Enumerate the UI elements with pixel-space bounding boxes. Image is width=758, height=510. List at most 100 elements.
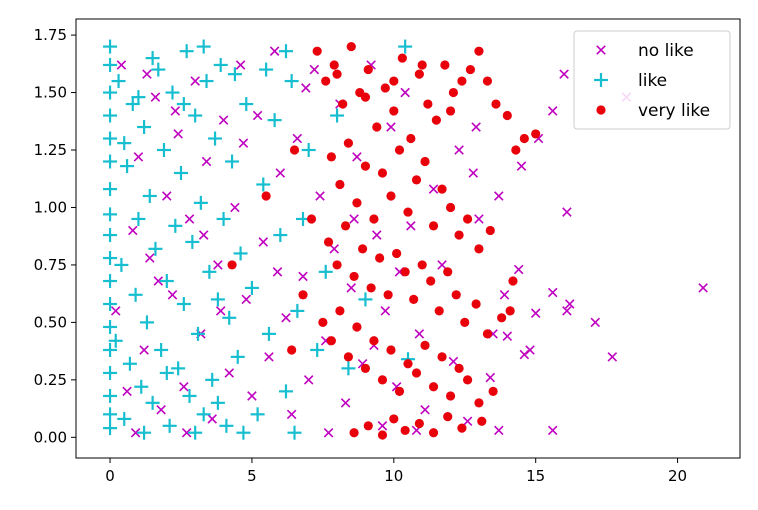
point-like — [168, 218, 183, 233]
point-no-like — [474, 214, 484, 224]
legend-marker-like — [594, 73, 608, 87]
point-no-like — [315, 191, 325, 201]
point-very-like — [437, 352, 447, 362]
point-very-like — [340, 221, 351, 231]
legend: no like like very like — [573, 30, 731, 130]
point-very-like — [454, 363, 464, 373]
point-no-like — [130, 427, 141, 438]
point-like — [131, 90, 146, 105]
point-very-like — [392, 248, 402, 259]
point-like — [310, 342, 325, 357]
point-very-like — [420, 156, 430, 167]
point-no-like — [323, 427, 334, 438]
point-like — [208, 131, 223, 146]
legend-label-like: like — [638, 71, 667, 91]
point-no-like — [190, 76, 200, 86]
point-no-like — [275, 168, 286, 178]
point-very-like — [377, 430, 388, 440]
point-like — [284, 74, 299, 89]
point-very-like — [471, 299, 481, 309]
point-like — [145, 395, 160, 410]
point-no-like — [420, 404, 430, 415]
point-like — [398, 39, 413, 54]
point-no-like — [414, 329, 425, 339]
point-like — [330, 108, 345, 123]
point-no-like — [437, 260, 447, 270]
point-like — [239, 97, 254, 112]
point-very-like — [375, 253, 385, 263]
point-very-like — [306, 214, 317, 224]
point-like — [185, 234, 200, 249]
point-no-like — [400, 87, 410, 98]
point-no-like — [562, 207, 572, 217]
point-no-like — [116, 60, 127, 70]
point-like — [103, 274, 118, 289]
point-no-like — [607, 352, 618, 362]
point-like — [159, 274, 174, 289]
point-like — [103, 342, 118, 357]
point-very-like — [372, 122, 382, 132]
point-like — [259, 62, 274, 77]
point-no-like — [499, 290, 510, 300]
point-like — [213, 57, 228, 72]
point-very-like — [287, 345, 297, 355]
point-very-like — [431, 115, 441, 125]
y-tick-label: 0.25 — [34, 371, 67, 389]
point-no-like — [292, 133, 303, 144]
y-tick-label: 0.75 — [34, 256, 67, 274]
point-very-like — [363, 64, 373, 75]
point-very-like — [335, 179, 345, 190]
point-very-like — [335, 306, 345, 316]
point-very-like — [366, 283, 376, 293]
point-very-like — [428, 221, 439, 231]
point-very-like — [451, 290, 461, 300]
point-like — [216, 211, 231, 226]
y-axis: 0.00 0.25 0.50 0.75 1.00 1.25 1.50 1.75 — [34, 26, 76, 446]
point-like — [358, 292, 373, 307]
point-like — [227, 67, 242, 82]
point-no-like — [462, 416, 473, 426]
point-like — [142, 188, 157, 203]
point-like — [103, 154, 118, 169]
point-very-like — [434, 306, 444, 316]
point-no-like — [346, 283, 357, 293]
point-very-like — [428, 382, 439, 392]
point-no-like — [352, 152, 362, 162]
point-like — [103, 251, 118, 266]
point-like — [196, 407, 211, 422]
point-no-like — [448, 356, 459, 367]
point-very-like — [400, 425, 410, 436]
point-no-like — [247, 391, 257, 401]
point-like — [222, 310, 237, 325]
point-very-like — [352, 198, 362, 208]
point-no-like — [156, 404, 166, 415]
point-like — [225, 154, 240, 169]
point-like — [199, 74, 214, 89]
point-very-like — [338, 99, 348, 109]
point-like — [173, 165, 188, 180]
point-no-like — [224, 368, 234, 378]
point-no-like — [519, 349, 530, 360]
point-no-like — [309, 64, 320, 75]
point-like — [103, 131, 118, 146]
point-like — [103, 182, 118, 197]
point-no-like — [201, 156, 212, 167]
x-tick-label: 20 — [668, 467, 687, 485]
point-like — [154, 342, 169, 357]
point-very-like — [454, 230, 464, 240]
point-very-like — [417, 60, 427, 70]
point-like — [196, 39, 211, 54]
point-very-like — [428, 428, 439, 438]
point-very-like — [445, 202, 456, 213]
point-no-like — [380, 306, 391, 316]
y-tick-label: 1.75 — [34, 26, 67, 44]
x-tick-label: 10 — [384, 467, 403, 485]
point-no-like — [559, 69, 569, 79]
point-very-like — [380, 83, 390, 93]
point-like — [137, 120, 152, 135]
y-tick-label: 1.50 — [34, 84, 67, 102]
point-like — [219, 418, 234, 433]
point-no-like — [372, 230, 382, 240]
point-like — [210, 395, 225, 410]
point-very-like — [508, 276, 518, 286]
